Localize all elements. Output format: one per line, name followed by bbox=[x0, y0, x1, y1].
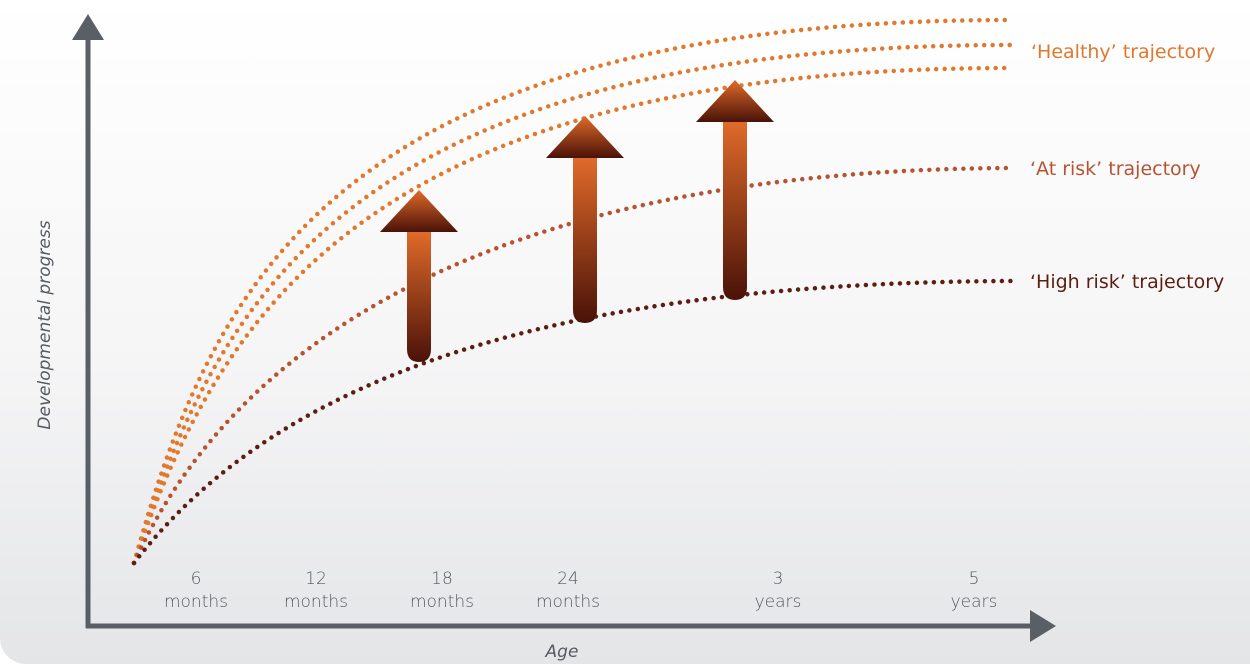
x-axis-arrowhead bbox=[1030, 610, 1056, 642]
at-risk-trajectory-label: ‘At risk’ trajectory bbox=[1030, 158, 1201, 180]
x-axis-title: Age bbox=[545, 642, 579, 662]
y-axis-title: Developmental progress bbox=[35, 220, 55, 429]
tick-label-5-years-unit: years bbox=[951, 592, 998, 612]
tick-label-24-months-unit: months bbox=[536, 592, 600, 612]
tick-label-18-months-unit: months bbox=[410, 592, 474, 612]
y-axis bbox=[72, 14, 104, 628]
high-risk-trajectory-curve bbox=[134, 281, 1012, 563]
tick-label-3-years-unit: years bbox=[755, 592, 802, 612]
tick-label-6-months-num: 6 bbox=[191, 569, 202, 589]
tick-label-12-months-unit: months bbox=[284, 592, 348, 612]
x-axis bbox=[86, 610, 1056, 642]
tick-label-5-years-num: 5 bbox=[969, 569, 980, 589]
intervention-arrow-18-months bbox=[380, 190, 458, 362]
high-risk-trajectory-label: ‘High risk’ trajectory bbox=[1030, 271, 1224, 293]
tick-label-18-months-num: 18 bbox=[431, 569, 453, 589]
tick-label-24-months-num: 24 bbox=[557, 569, 579, 589]
tick-label-12-months-num: 12 bbox=[305, 569, 327, 589]
intervention-arrow-3-years bbox=[696, 80, 774, 300]
y-axis-arrowhead bbox=[72, 14, 104, 40]
healthy-trajectory-label: ‘Healthy’ trajectory bbox=[1031, 41, 1215, 63]
intervention-arrow-24-months bbox=[546, 116, 624, 323]
tick-label-6-months-unit: months bbox=[164, 592, 228, 612]
tick-labels: 6 months 12 months 18 months 24 months 3… bbox=[164, 569, 997, 612]
tick-label-3-years-num: 3 bbox=[773, 569, 784, 589]
